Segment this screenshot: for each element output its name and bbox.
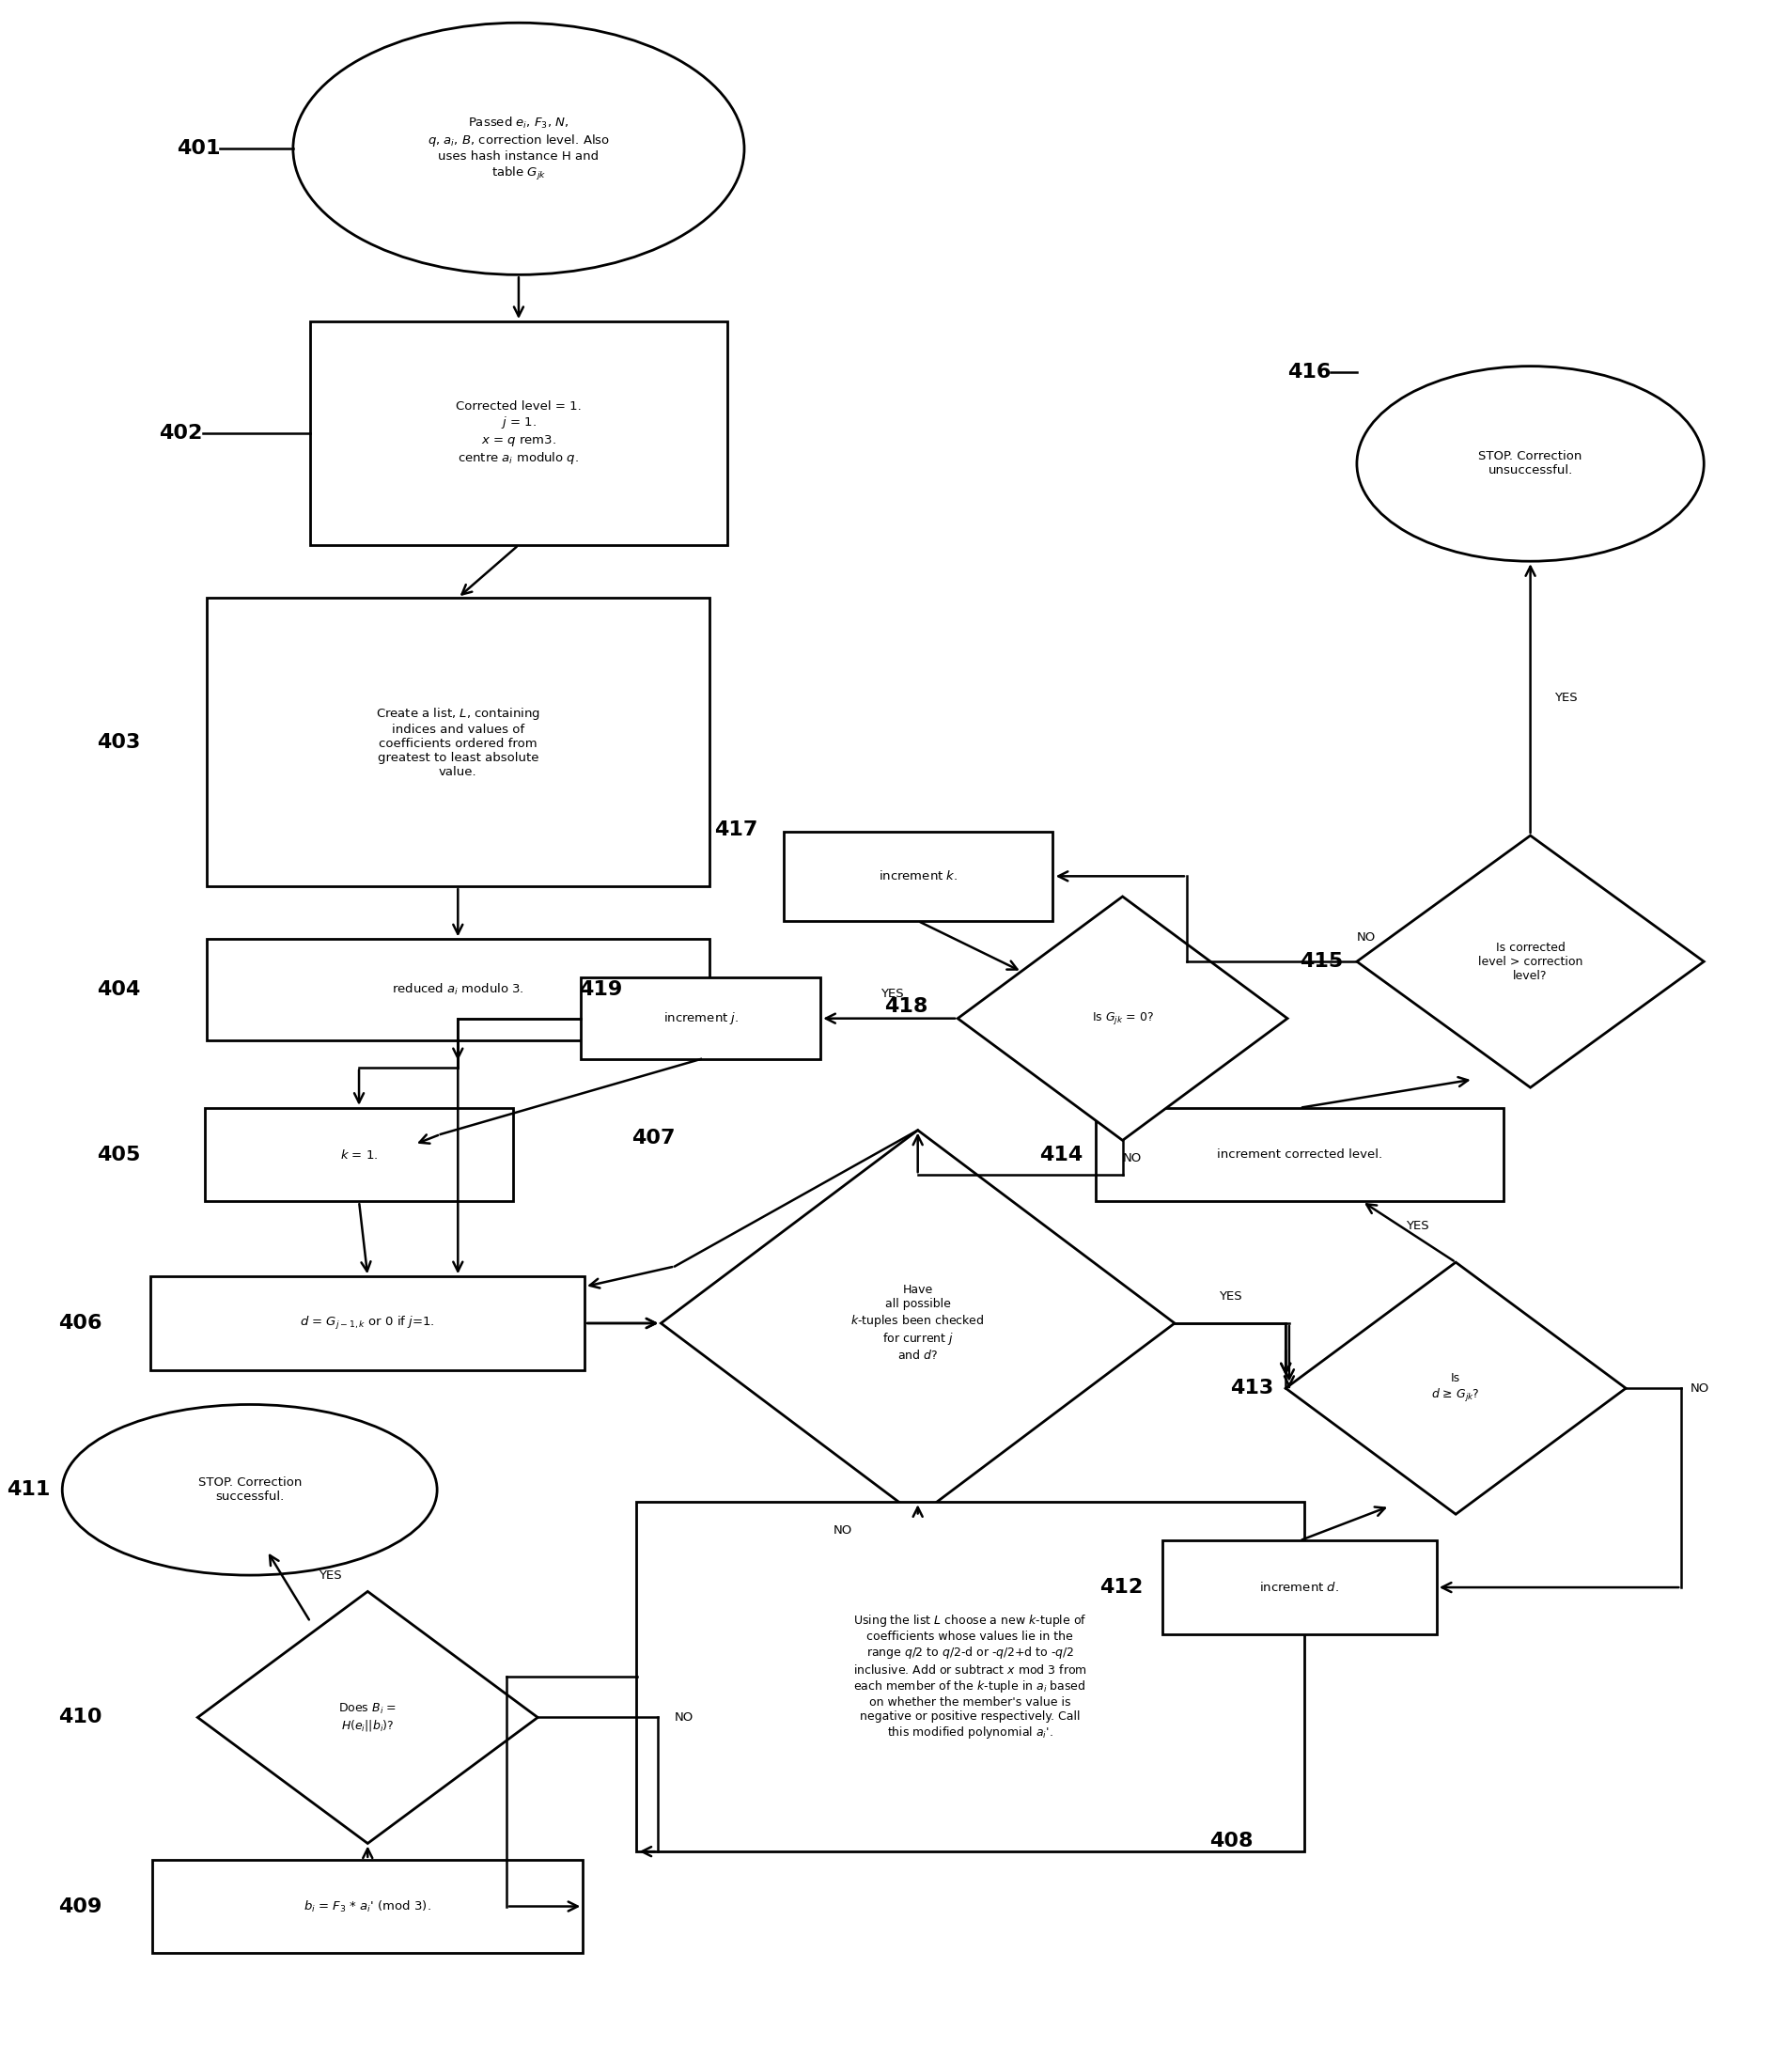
Text: 413: 413 — [1229, 1378, 1274, 1397]
Text: Create a list, $L$, containing
indices and values of
coefficients ordered from
g: Create a list, $L$, containing indices a… — [376, 706, 539, 779]
Text: increment $d$.: increment $d$. — [1260, 1581, 1339, 1593]
Text: 407: 407 — [631, 1129, 676, 1147]
Text: 409: 409 — [59, 1898, 102, 1916]
Polygon shape — [957, 896, 1287, 1141]
Text: Is $G_{jk}$ = 0?: Is $G_{jk}$ = 0? — [1091, 1010, 1154, 1027]
Bar — [310, 321, 728, 544]
Text: increment $j$.: increment $j$. — [663, 1010, 738, 1027]
Text: 417: 417 — [715, 820, 758, 838]
Text: STOP. Correction
successful.: STOP. Correction successful. — [197, 1476, 301, 1503]
Ellipse shape — [294, 22, 744, 274]
Polygon shape — [1357, 836, 1704, 1088]
Text: NO: NO — [833, 1524, 851, 1536]
Ellipse shape — [1357, 366, 1704, 560]
Text: YES: YES — [880, 988, 903, 1000]
Text: YES: YES — [1219, 1290, 1242, 1303]
Text: 401: 401 — [176, 139, 220, 157]
Bar — [151, 1276, 584, 1370]
Text: $b_i$ = $F_3$ * $a_i$' (mod 3).: $b_i$ = $F_3$ * $a_i$' (mod 3). — [305, 1900, 432, 1914]
Bar — [206, 597, 710, 885]
Polygon shape — [661, 1131, 1174, 1515]
Text: 414: 414 — [1039, 1145, 1082, 1164]
Bar — [206, 939, 710, 1041]
Text: Have
all possible
$k$-tuples been checked
for current $j$
and $d$?: Have all possible $k$-tuples been checke… — [851, 1284, 986, 1362]
Bar — [783, 832, 1052, 920]
Text: NO: NO — [1690, 1382, 1710, 1395]
Text: increment corrected level.: increment corrected level. — [1217, 1149, 1382, 1162]
Text: $k$ = 1.: $k$ = 1. — [340, 1147, 378, 1162]
Text: 403: 403 — [97, 732, 140, 751]
Ellipse shape — [63, 1405, 437, 1575]
Text: 412: 412 — [1100, 1579, 1143, 1597]
Text: 418: 418 — [885, 996, 928, 1016]
Bar — [152, 1859, 582, 1953]
Text: 410: 410 — [59, 1708, 102, 1726]
Text: 408: 408 — [1210, 1832, 1253, 1851]
Text: Is corrected
level > correction
level?: Is corrected level > correction level? — [1478, 941, 1582, 982]
Text: Does $B_i$ =
$H$($e_i$$||$$b_i$)?: Does $B_i$ = $H$($e_i$$||$$b_i$)? — [339, 1701, 396, 1732]
Text: NO: NO — [1122, 1153, 1142, 1166]
Polygon shape — [1285, 1262, 1625, 1513]
Text: 402: 402 — [159, 423, 202, 442]
Text: $d$ = $G_{j-1,k}$ or 0 if $j$=1.: $d$ = $G_{j-1,k}$ or 0 if $j$=1. — [301, 1315, 435, 1331]
Text: 404: 404 — [97, 982, 140, 1000]
Text: 406: 406 — [59, 1313, 102, 1333]
Text: NO: NO — [676, 1712, 694, 1724]
Text: Using the list $L$ choose a new $k$-tuple of
coefficients whose values lie in th: Using the list $L$ choose a new $k$-tupl… — [853, 1614, 1086, 1740]
Text: increment $k$.: increment $k$. — [878, 869, 957, 883]
Polygon shape — [197, 1591, 538, 1843]
Text: YES: YES — [319, 1569, 342, 1581]
Text: reduced $a_i$ modulo 3.: reduced $a_i$ modulo 3. — [392, 982, 523, 998]
Text: 411: 411 — [7, 1481, 50, 1499]
Text: YES: YES — [1407, 1219, 1430, 1231]
Bar — [1095, 1108, 1503, 1200]
Text: 416: 416 — [1287, 362, 1331, 382]
Text: 419: 419 — [579, 982, 624, 1000]
Text: Corrected level = 1.
$j$ = 1.
$x$ = $q$ rem3.
centre $a_i$ modulo $q$.: Corrected level = 1. $j$ = 1. $x$ = $q$ … — [455, 401, 581, 466]
Text: 405: 405 — [97, 1145, 140, 1164]
Bar — [636, 1501, 1305, 1851]
Bar — [204, 1108, 514, 1200]
Text: NO: NO — [1357, 930, 1376, 943]
Text: STOP. Correction
unsuccessful.: STOP. Correction unsuccessful. — [1478, 450, 1582, 476]
Bar — [581, 978, 821, 1059]
Text: YES: YES — [1555, 691, 1577, 703]
Text: 415: 415 — [1299, 953, 1342, 971]
Bar — [1163, 1540, 1437, 1634]
Text: Is
$d$ ≥ $G_{jk}$?: Is $d$ ≥ $G_{jk}$? — [1432, 1372, 1480, 1405]
Text: Passed $e_i$, $F_3$, $N$,
$q$, $a_i$, $B$, correction level. Also
uses hash inst: Passed $e_i$, $F_3$, $N$, $q$, $a_i$, $B… — [428, 115, 609, 182]
